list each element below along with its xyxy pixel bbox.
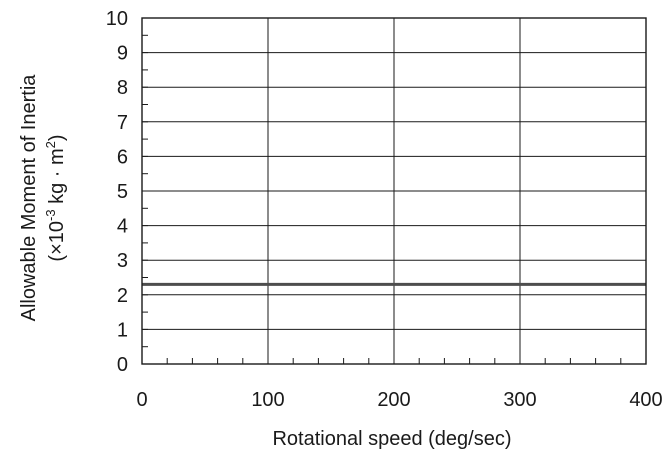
y-tick-label-4: 4: [117, 216, 128, 238]
grid: [142, 18, 646, 364]
y-tick-label-3: 3: [117, 250, 128, 272]
y-axis-title-line2: (×10-3 kg · m2): [43, 134, 68, 261]
x-tick-label-100: 100: [251, 389, 284, 411]
y-tick-label-6: 6: [117, 146, 128, 168]
axis-ticks: [142, 34, 622, 364]
y-tick-label-0: 0: [117, 354, 128, 376]
y-tick-label-1: 1: [117, 319, 128, 341]
x-tick-label-300: 300: [503, 389, 536, 411]
y-axis-title-line1: Allowable Moment of Inertia: [18, 74, 40, 322]
x-axis-title: Rotational speed (deg/sec): [272, 428, 511, 450]
x-tick-label-0: 0: [136, 389, 147, 411]
y-tick-label-10: 10: [106, 8, 128, 30]
y-axis-title: Allowable Moment of Inertia: [18, 74, 40, 322]
y-tick-label-9: 9: [117, 43, 128, 65]
y-tick-label-7: 7: [117, 112, 128, 134]
tick-labels: 0 100 200 300 400 0 1 2 3 4 5 6 7 8 9 10: [106, 8, 663, 411]
x-tick-label-400: 400: [629, 389, 662, 411]
x-tick-label-200: 200: [377, 389, 410, 411]
y-axis-unit: (×10-3 kg · m2): [43, 134, 68, 261]
y-tick-label-5: 5: [117, 181, 128, 203]
y-tick-label-2: 2: [117, 285, 128, 307]
y-tick-label-8: 8: [117, 77, 128, 99]
